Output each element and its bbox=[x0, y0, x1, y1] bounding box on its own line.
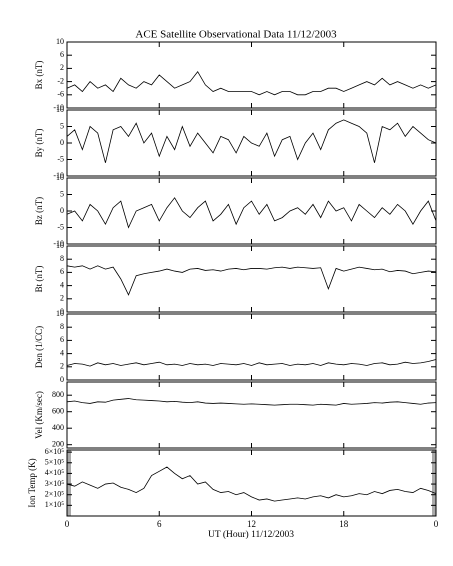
y-tick-label: 10 bbox=[56, 173, 64, 182]
y-axis-label: Vel (Km/sec) bbox=[34, 391, 44, 439]
data-line bbox=[66, 197, 437, 229]
y-tick-label: 2 bbox=[60, 362, 64, 371]
y-tick-label: 10 bbox=[56, 105, 64, 114]
y-tick-label: 5 bbox=[60, 121, 64, 130]
x-tick-label: 12 bbox=[247, 519, 256, 529]
y-tick-label: -10 bbox=[53, 103, 64, 112]
y-tick-label: 4 bbox=[60, 280, 64, 289]
y-axis-label: Bt (nT) bbox=[34, 266, 44, 293]
panel-frame bbox=[66, 313, 437, 381]
y-tick-label: 400 bbox=[52, 423, 64, 432]
x-tick-label: 18 bbox=[339, 519, 349, 529]
data-line bbox=[66, 359, 437, 367]
x-tick-label: 0 bbox=[434, 519, 439, 529]
y-tick-label: 1×10⁵ bbox=[45, 500, 65, 509]
data-line bbox=[66, 466, 437, 502]
y-tick-label: 4 bbox=[60, 348, 64, 357]
y-tick-label: 800 bbox=[52, 390, 64, 399]
y-tick-label: 6 bbox=[60, 267, 64, 276]
y-tick-label: 3×10⁵ bbox=[45, 479, 65, 488]
y-tick-label: 0 bbox=[60, 138, 64, 147]
edge-band bbox=[67, 450, 71, 516]
y-tick-label: 5×10⁵ bbox=[45, 458, 65, 467]
y-tick-label: 600 bbox=[52, 407, 64, 416]
x-tick-label: 6 bbox=[157, 519, 162, 529]
panel-frame bbox=[66, 41, 437, 109]
y-axis-label: Bx (nT) bbox=[34, 61, 44, 90]
panel-frame bbox=[66, 381, 437, 449]
y-axis-label: Den (1/CC) bbox=[34, 326, 44, 368]
y-tick-label: -5 bbox=[57, 222, 64, 231]
y-tick-label: 2×10⁵ bbox=[45, 490, 65, 499]
y-tick-label: -5 bbox=[57, 154, 64, 163]
data-line bbox=[66, 398, 437, 406]
panel-frame bbox=[66, 449, 437, 517]
y-tick-label: 2 bbox=[60, 294, 64, 303]
y-tick-label: 5 bbox=[60, 189, 64, 198]
y-tick-label: 4×10⁵ bbox=[45, 468, 65, 477]
chart-title: ACE Satellite Observational Data 11/12/2… bbox=[135, 29, 337, 41]
edge-band bbox=[432, 450, 436, 516]
y-axis-label: Bz (nT) bbox=[34, 197, 44, 225]
data-line bbox=[66, 119, 437, 163]
panel-frame bbox=[66, 177, 437, 245]
y-tick-label: 6×10⁵ bbox=[45, 447, 65, 456]
data-line bbox=[66, 265, 437, 296]
y-tick-label: 0 bbox=[60, 307, 64, 316]
y-tick-label: -10 bbox=[53, 171, 64, 180]
y-tick-label: -10 bbox=[53, 239, 64, 248]
y-tick-label: 2 bbox=[60, 63, 64, 72]
y-tick-label: 200 bbox=[52, 440, 64, 449]
data-line bbox=[66, 70, 437, 96]
y-tick-label: 10 bbox=[56, 37, 64, 46]
y-tick-label: 8 bbox=[60, 254, 64, 263]
x-tick-label: 0 bbox=[65, 519, 70, 529]
y-axis-label: By (nT) bbox=[34, 129, 44, 158]
panel-frame bbox=[66, 245, 437, 313]
y-tick-label: 6 bbox=[60, 50, 64, 59]
y-tick-label: 8 bbox=[60, 322, 64, 331]
y-tick-label: -6 bbox=[57, 90, 64, 99]
y-tick-label: 0 bbox=[60, 206, 64, 215]
y-tick-label: 10 bbox=[56, 309, 64, 318]
y-tick-label: 10 bbox=[56, 241, 64, 250]
y-tick-label: -2 bbox=[57, 76, 64, 85]
y-tick-label: 6 bbox=[60, 335, 64, 344]
y-tick-label: 0 bbox=[60, 375, 64, 384]
x-axis-label: UT (Hour) 11/12/2003 bbox=[208, 529, 294, 540]
y-axis-label: Ion Temp (K) bbox=[27, 458, 37, 507]
